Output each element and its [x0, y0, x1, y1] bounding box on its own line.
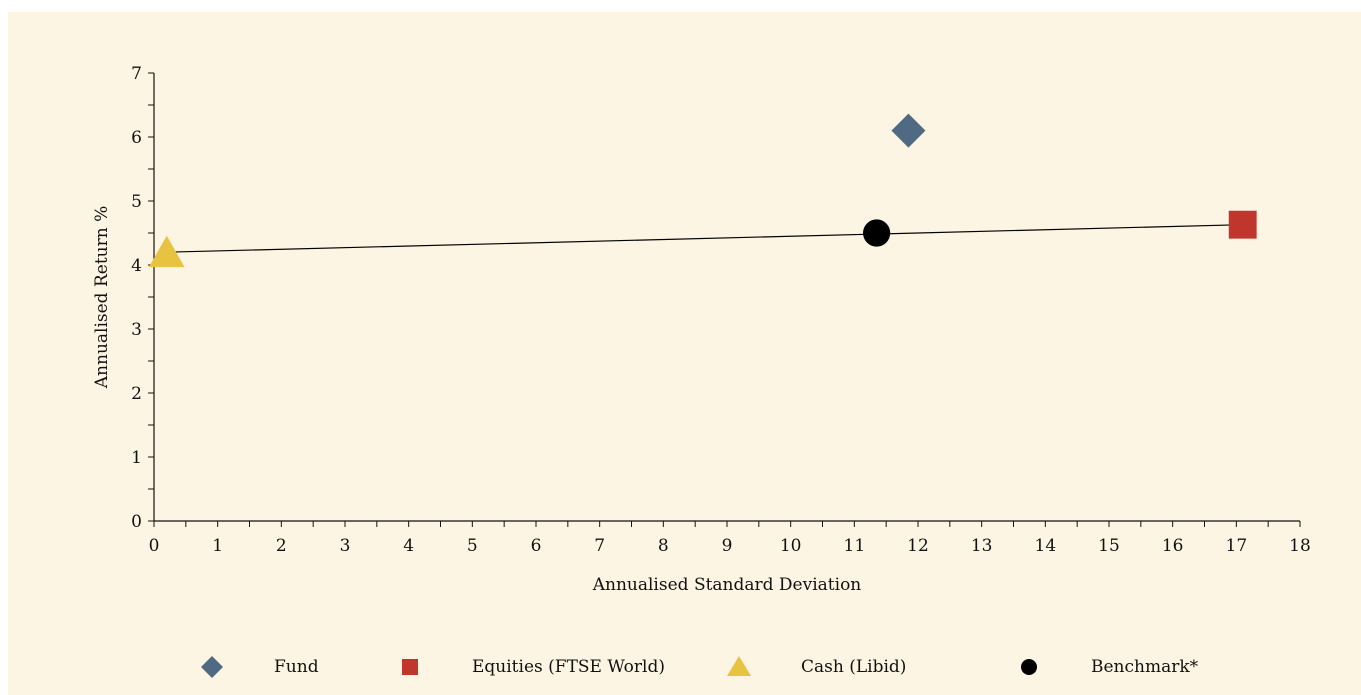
x-tick-label: 5 [467, 536, 478, 556]
circle-icon [1021, 659, 1037, 675]
chart-legend: Fund Equities (FTSE World) Cash (Libid) Ben… [8, 652, 1361, 682]
x-tick-label: 17 [1226, 536, 1248, 556]
y-tick-label: 5 [131, 192, 142, 212]
x-tick-label: 10 [780, 536, 802, 556]
x-axis-label: Annualised Standard Deviation [592, 575, 862, 595]
legend-label: Cash (Libid) [801, 657, 907, 677]
x-tick-label: 13 [971, 536, 993, 556]
chart-panel: 0 1 2 3 4 5 6 7 8 9 10 11 12 13 14 15 16 17 18 0 1 2 3 4 5 6 7 Annu… [8, 12, 1361, 695]
y-axis-label: Annualised Return % [92, 206, 112, 389]
square-icon [402, 659, 418, 675]
x-tick-label: 9 [722, 536, 733, 556]
legend-label: Benchmark* [1091, 657, 1199, 677]
point-benchmark [863, 219, 891, 247]
y-tick-label: 7 [131, 64, 142, 84]
y-tick-label: 1 [131, 448, 142, 468]
x-tick-label: 7 [594, 536, 605, 556]
y-tick-label: 0 [131, 512, 142, 532]
point-cash-libid [148, 235, 185, 268]
x-tick-label: 2 [276, 536, 287, 556]
legend-label: Fund [274, 657, 319, 677]
y-tick-label: 6 [131, 128, 142, 148]
legend-item: Benchmark* [1013, 652, 1198, 682]
y-tick-label: 2 [131, 384, 142, 404]
legend-label: Equities (FTSE World) [472, 657, 665, 677]
x-tick-label: 6 [531, 536, 542, 556]
scatter-chart: 0 1 2 3 4 5 6 7 8 9 10 11 12 13 14 15 16 17 1801234567Annu… [92, 64, 1311, 595]
point-fund [891, 113, 926, 148]
x-tick-label: 4 [403, 536, 414, 556]
x-tick-label: 0 [149, 536, 160, 556]
triangle-icon [727, 656, 751, 676]
x-tick-label: 8 [658, 536, 669, 556]
x-tick-label: 14 [1035, 536, 1057, 556]
capital-market-line [166, 224, 1243, 253]
point-equities-ftse-world [1228, 210, 1257, 239]
legend-item: Equities (FTSE World) [394, 652, 665, 682]
x-tick-label: 11 [844, 536, 866, 556]
x-tick-label: 15 [1098, 536, 1120, 556]
y-tick-label: 4 [131, 256, 142, 276]
x-tick-label: 18 [1289, 536, 1311, 556]
x-tick-label: 16 [1162, 536, 1184, 556]
diamond-icon [201, 656, 223, 678]
y-tick-label: 3 [131, 320, 142, 340]
x-tick-label: 1 [212, 536, 223, 556]
x-tick-label: 12 [907, 536, 929, 556]
legend-item: Fund [196, 652, 319, 682]
legend-item: Cash (Libid) [723, 652, 906, 682]
x-tick-label: 3 [340, 536, 351, 556]
